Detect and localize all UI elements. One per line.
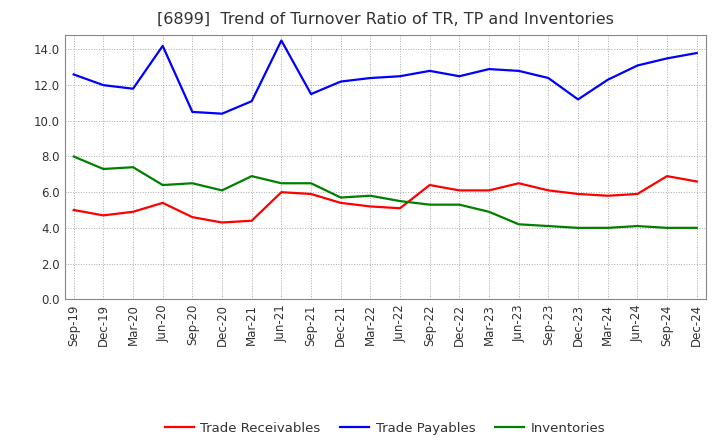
Trade Receivables [217,220,226,225]
Trade Payables [544,75,553,81]
Trade Receivables [574,191,582,197]
Inventories [603,225,612,231]
Inventories [396,198,405,204]
Trade Payables [277,38,286,43]
Trade Receivables [129,209,138,214]
Trade Payables [366,75,374,81]
Trade Payables [662,56,671,61]
Trade Payables [426,68,434,73]
Trade Receivables [693,179,701,184]
Inventories [574,225,582,231]
Trade Receivables [633,191,642,197]
Inventories [99,166,108,172]
Inventories [662,225,671,231]
Inventories [426,202,434,207]
Inventories [544,224,553,229]
Inventories [336,195,345,200]
Inventories [217,188,226,193]
Trade Receivables [248,218,256,224]
Trade Payables [158,43,167,48]
Trade Receivables [603,193,612,198]
Title: [6899]  Trend of Turnover Ratio of TR, TP and Inventories: [6899] Trend of Turnover Ratio of TR, TP… [157,12,613,27]
Trade Receivables [485,188,493,193]
Trade Payables [248,99,256,104]
Inventories [248,173,256,179]
Trade Payables [603,77,612,82]
Trade Receivables [514,180,523,186]
Legend: Trade Receivables, Trade Payables, Inventories: Trade Receivables, Trade Payables, Inven… [159,417,611,440]
Inventories [129,165,138,170]
Trade Receivables [366,204,374,209]
Trade Receivables [307,191,315,197]
Inventories [307,180,315,186]
Inventories [514,222,523,227]
Trade Payables [336,79,345,84]
Inventories [485,209,493,214]
Trade Receivables [544,188,553,193]
Line: Trade Receivables: Trade Receivables [73,176,697,223]
Line: Trade Payables: Trade Payables [73,40,697,114]
Trade Receivables [396,205,405,211]
Trade Receivables [188,215,197,220]
Trade Receivables [99,213,108,218]
Trade Payables [217,111,226,116]
Line: Inventories: Inventories [73,157,697,228]
Trade Payables [188,109,197,114]
Inventories [455,202,464,207]
Trade Receivables [455,188,464,193]
Trade Payables [129,86,138,92]
Trade Receivables [336,200,345,205]
Trade Payables [574,97,582,102]
Inventories [693,225,701,231]
Trade Payables [514,68,523,73]
Inventories [69,154,78,159]
Trade Payables [485,66,493,72]
Trade Payables [307,92,315,97]
Inventories [188,180,197,186]
Trade Payables [99,83,108,88]
Trade Payables [633,63,642,68]
Trade Receivables [69,207,78,213]
Trade Receivables [662,173,671,179]
Trade Receivables [158,200,167,205]
Trade Receivables [426,183,434,188]
Trade Payables [69,72,78,77]
Trade Payables [455,73,464,79]
Trade Payables [396,73,405,79]
Inventories [158,183,167,188]
Trade Receivables [277,190,286,195]
Inventories [633,224,642,229]
Inventories [277,180,286,186]
Trade Payables [693,51,701,56]
Inventories [366,193,374,198]
